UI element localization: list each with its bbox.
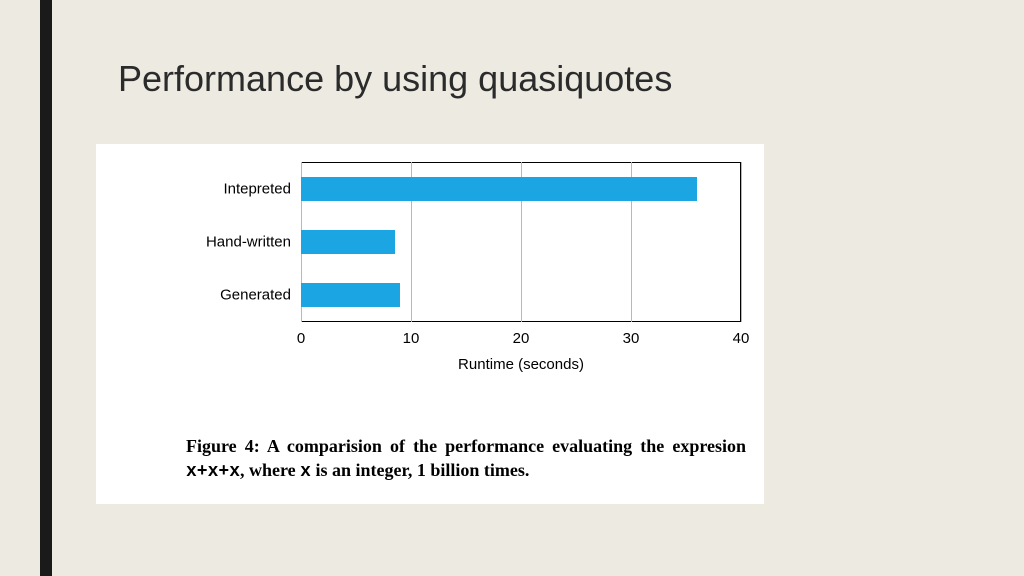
accent-bar [40,0,52,576]
caption-text: , where [240,460,300,480]
figure-caption: Figure 4: A comparision of the performan… [186,434,746,484]
slide: Performance by using quasiquotes Runtime… [0,0,1024,576]
bar [301,283,400,307]
x-tick-label: 0 [297,330,305,347]
plot-area: Runtime (seconds) 010203040IntepretedHan… [301,162,741,322]
x-tick-label: 40 [733,330,750,347]
caption-prefix: Figure 4: [186,436,267,456]
bar [301,230,395,254]
caption-text: A comparision of the performance evaluat… [267,436,746,456]
caption-code: x+x+x [186,462,240,482]
bar [301,177,697,201]
gridline [741,162,742,322]
x-tick-label: 10 [403,330,420,347]
y-tick-label: Intepreted [223,180,291,197]
x-tick-label: 30 [623,330,640,347]
caption-text: is an integer, 1 billion times. [311,460,529,480]
x-axis-label: Runtime (seconds) [458,356,584,373]
x-tick-label: 20 [513,330,530,347]
caption-code: x [300,462,311,482]
y-tick-label: Generated [220,287,291,304]
figure-panel: Runtime (seconds) 0 10 20 30 40 Intepreted Han… [96,144,764,504]
slide-title: Performance by using quasiquotes [118,58,672,100]
y-tick-label: Hand-written [206,234,291,251]
